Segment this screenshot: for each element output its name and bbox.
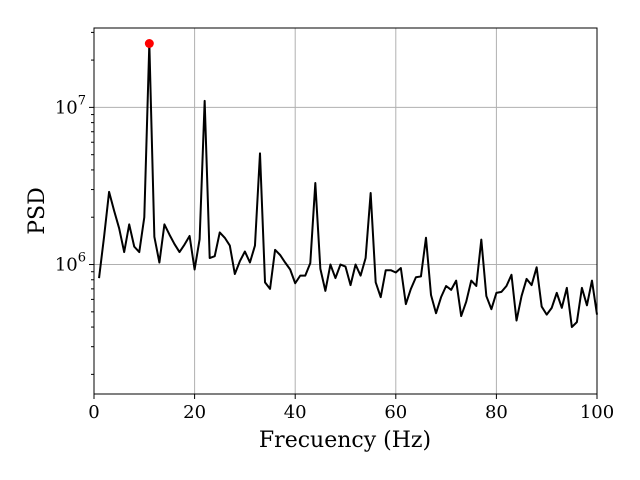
x-tick-label: 80 <box>485 402 508 423</box>
y-axis-label: PSD <box>25 187 50 235</box>
y-tick-label: 106 <box>55 251 86 276</box>
x-tick-label: 20 <box>183 402 206 423</box>
plot-area-frame <box>93 27 598 395</box>
x-tick-label: 60 <box>384 402 407 423</box>
y-tick-label: 107 <box>55 93 86 118</box>
y-axis-ticks: 106 107 <box>55 31 94 375</box>
x-tick-label: 100 <box>580 402 614 423</box>
peak-marker <box>144 38 154 48</box>
x-tick-label: 40 <box>284 402 307 423</box>
x-tick-label: 0 <box>88 402 99 423</box>
psd-line <box>98 42 598 329</box>
x-axis-label: Frecuency (Hz) <box>259 428 431 453</box>
x-axis-ticks: 0 20 40 60 80 100 <box>88 394 614 423</box>
grid-lines <box>93 28 598 394</box>
